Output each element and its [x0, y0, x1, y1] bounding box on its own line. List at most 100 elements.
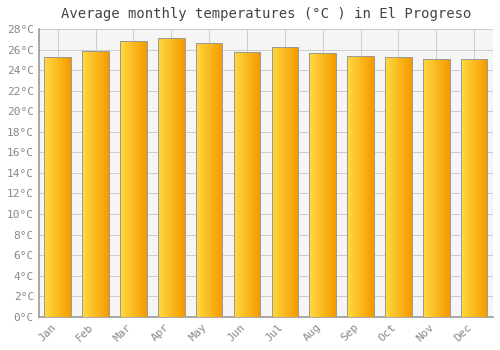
Bar	[430, 59, 431, 317]
Bar	[91, 51, 92, 317]
Bar	[315, 53, 316, 317]
Bar	[200, 43, 201, 317]
Bar	[332, 53, 334, 317]
Bar	[400, 57, 401, 317]
Bar	[385, 57, 411, 317]
Bar	[396, 57, 398, 317]
Bar	[398, 57, 400, 317]
Bar	[431, 59, 432, 317]
Bar	[403, 57, 404, 317]
Bar	[370, 56, 371, 317]
Bar	[90, 51, 91, 317]
Bar	[312, 53, 313, 317]
Bar	[436, 59, 437, 317]
Bar	[181, 38, 182, 317]
Bar	[159, 38, 160, 317]
Bar	[476, 59, 477, 317]
Bar	[388, 57, 390, 317]
Bar	[322, 53, 324, 317]
Bar	[438, 59, 439, 317]
Bar	[480, 59, 481, 317]
Bar	[425, 59, 426, 317]
Bar	[122, 41, 123, 317]
Bar	[371, 56, 372, 317]
Bar	[434, 59, 436, 317]
Bar	[56, 57, 57, 317]
Bar	[92, 51, 93, 317]
Bar	[280, 47, 281, 317]
Bar	[168, 38, 170, 317]
Bar	[175, 38, 176, 317]
Bar	[138, 41, 140, 317]
Bar	[447, 59, 448, 317]
Bar	[130, 41, 131, 317]
Bar	[217, 43, 218, 317]
Bar	[244, 52, 245, 317]
Bar	[275, 47, 276, 317]
Bar	[254, 52, 255, 317]
Bar	[108, 51, 109, 317]
Bar	[183, 38, 184, 317]
Bar	[239, 52, 240, 317]
Bar	[482, 59, 483, 317]
Bar	[93, 51, 94, 317]
Bar	[285, 47, 286, 317]
Bar	[48, 57, 49, 317]
Bar	[363, 56, 364, 317]
Bar	[310, 53, 311, 317]
Bar	[44, 57, 46, 317]
Bar	[166, 38, 167, 317]
Bar	[137, 41, 138, 317]
Bar	[461, 59, 462, 317]
Bar	[46, 57, 47, 317]
Bar	[313, 53, 314, 317]
Bar	[55, 57, 56, 317]
Bar	[180, 38, 181, 317]
Bar	[62, 57, 63, 317]
Bar	[351, 56, 352, 317]
Bar	[162, 38, 164, 317]
Bar	[358, 56, 359, 317]
Bar	[248, 52, 249, 317]
Bar	[255, 52, 256, 317]
Bar	[178, 38, 179, 317]
Bar	[65, 57, 66, 317]
Bar	[366, 56, 368, 317]
Bar	[172, 38, 173, 317]
Bar	[68, 57, 69, 317]
Bar	[102, 51, 104, 317]
Bar	[316, 53, 318, 317]
Bar	[395, 57, 396, 317]
Bar	[357, 56, 358, 317]
Bar	[474, 59, 475, 317]
Bar	[104, 51, 106, 317]
Bar	[52, 57, 54, 317]
Bar	[411, 57, 412, 317]
Bar	[208, 43, 209, 317]
Bar	[327, 53, 328, 317]
Bar	[437, 59, 438, 317]
Bar	[211, 43, 212, 317]
Bar	[142, 41, 143, 317]
Bar	[387, 57, 388, 317]
Bar	[83, 51, 84, 317]
Bar	[272, 47, 274, 317]
Bar	[87, 51, 88, 317]
Bar	[432, 59, 434, 317]
Bar	[319, 53, 320, 317]
Bar	[470, 59, 472, 317]
Bar	[203, 43, 204, 317]
Bar	[348, 56, 349, 317]
Bar	[131, 41, 132, 317]
Bar	[164, 38, 165, 317]
Bar	[128, 41, 129, 317]
Bar	[202, 43, 203, 317]
Bar	[236, 52, 238, 317]
Bar	[84, 51, 85, 317]
Bar	[429, 59, 430, 317]
Bar	[167, 38, 168, 317]
Bar	[212, 43, 214, 317]
Bar	[249, 52, 250, 317]
Bar	[483, 59, 484, 317]
Bar	[129, 41, 130, 317]
